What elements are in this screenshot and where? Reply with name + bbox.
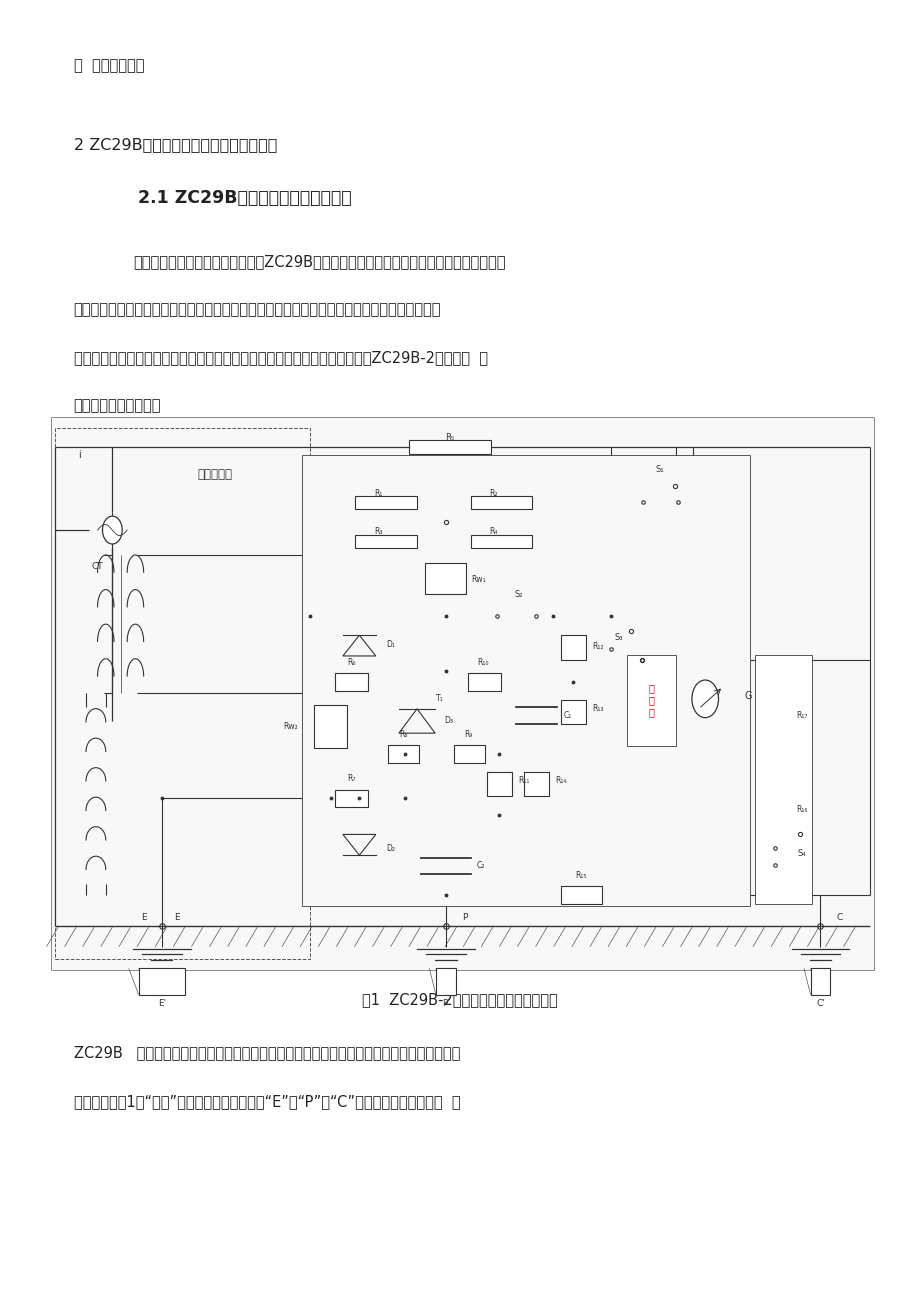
Text: E': E' xyxy=(157,999,165,1008)
Text: R₄: R₄ xyxy=(489,527,497,536)
Text: R₁₁: R₁₁ xyxy=(517,776,529,785)
Bar xyxy=(139,969,185,995)
Bar xyxy=(388,745,419,763)
Text: E: E xyxy=(141,913,146,922)
Text: P: P xyxy=(462,913,467,922)
Bar xyxy=(51,417,873,970)
Text: R₁₀: R₁₀ xyxy=(477,658,488,667)
Text: D₃: D₃ xyxy=(443,716,452,725)
Text: 作  提供了保障。: 作 提供了保障。 xyxy=(74,59,144,74)
Text: 检
流
计: 检 流 计 xyxy=(648,684,654,717)
Text: R₃: R₃ xyxy=(374,527,382,536)
Bar xyxy=(486,772,511,797)
Bar xyxy=(335,789,368,807)
Text: D₁: D₁ xyxy=(386,641,394,650)
Text: S₂: S₂ xyxy=(514,590,522,599)
Text: R₁₄: R₁₄ xyxy=(555,776,566,785)
Text: R₁₇: R₁₇ xyxy=(795,711,806,720)
Bar xyxy=(335,673,368,691)
Bar xyxy=(754,655,811,904)
Bar xyxy=(313,706,346,747)
Text: i: i xyxy=(78,450,81,461)
Text: T₁: T₁ xyxy=(436,694,443,703)
Text: C: C xyxy=(836,913,843,922)
Text: 手摇发电机、电流互感器、滑线电阵及检流计等组成，全部机构装在塑料壳内，外有皮壳便于携: 手摇发电机、电流互感器、滑线电阵及检流计等组成，全部机构装在塑料壳内，外有皮壳便… xyxy=(74,302,440,318)
Text: 带。附件有辅助探棒、导线等，装于附件袋内。为便于说明其工作原理，画出ZC29B-2型接地电  阵: 带。附件有辅助探棒、导线等，装于附件袋内。为便于说明其工作原理，画出ZC29B-… xyxy=(74,350,487,366)
Text: R₁: R₁ xyxy=(374,488,382,497)
Text: R₁₂: R₁₂ xyxy=(592,642,603,651)
Text: C₂: C₂ xyxy=(476,862,484,871)
Circle shape xyxy=(691,680,718,717)
Text: P': P' xyxy=(441,999,449,1008)
Bar xyxy=(301,456,750,906)
Text: ZC29B   型接地电阵表可测量理论接地电阵值，其测量方式可由如下的简化接地电阵测量模型: ZC29B 型接地电阵表可测量理论接地电阵值，其测量方式可由如下的简化接地电阵测… xyxy=(74,1046,459,1061)
Circle shape xyxy=(102,516,122,544)
Text: G: G xyxy=(743,691,751,700)
Bar xyxy=(561,700,585,724)
Text: S₄: S₄ xyxy=(796,849,805,858)
Bar xyxy=(561,887,602,904)
Text: 表的电器线路图如下。: 表的电器线路图如下。 xyxy=(74,398,161,414)
Text: R₅: R₅ xyxy=(445,432,454,441)
Text: S₁: S₁ xyxy=(655,465,664,474)
Bar xyxy=(758,694,791,737)
Text: C₁: C₁ xyxy=(563,711,572,720)
Bar xyxy=(627,655,675,746)
Text: R₁₆: R₁₆ xyxy=(795,805,806,814)
Text: C': C' xyxy=(815,999,824,1008)
Text: 电流互感器: 电流互感器 xyxy=(198,469,233,482)
Text: R₁₅: R₁₅ xyxy=(574,871,586,880)
Bar xyxy=(425,564,466,594)
Text: S₃: S₃ xyxy=(614,634,622,642)
Bar xyxy=(454,745,485,763)
Text: 2.1 ZC29B型接地电阵表的工作原理: 2.1 ZC29B型接地电阵表的工作原理 xyxy=(138,189,351,207)
Bar xyxy=(54,427,310,958)
Text: R₈: R₈ xyxy=(398,729,407,738)
Text: 2 ZC29B型接地电阵表的工作原理和调修: 2 ZC29B型接地电阵表的工作原理和调修 xyxy=(74,137,277,152)
Bar xyxy=(810,969,830,995)
Bar xyxy=(470,535,532,548)
Bar xyxy=(468,673,501,691)
Text: R₂: R₂ xyxy=(489,488,497,497)
Bar xyxy=(758,789,791,831)
Text: Rw₁: Rw₁ xyxy=(471,575,485,585)
Text: Rw₂: Rw₂ xyxy=(283,723,298,730)
Bar xyxy=(561,635,585,660)
Text: 图1  ZC29B-2型接地电阵表的电器线路图: 图1 ZC29B-2型接地电阵表的电器线路图 xyxy=(362,992,557,1008)
Bar xyxy=(355,496,416,509)
Bar xyxy=(408,440,491,454)
Text: R₇: R₇ xyxy=(346,773,355,783)
Text: R₁₃: R₁₃ xyxy=(592,704,603,713)
Bar xyxy=(470,496,532,509)
Text: CT: CT xyxy=(92,561,103,570)
Text: D₂: D₂ xyxy=(386,844,395,853)
Bar xyxy=(524,772,548,797)
Text: 接地电阵测试仪又称接地电阵表，ZC29B型接地电阵测试仪是目前使用量较大的一种，它由: 接地电阵测试仪又称接地电阵表，ZC29B型接地电阵测试仪是目前使用量较大的一种，… xyxy=(133,254,505,270)
Text: 解释，假设图1中“大地”的电阵率是常数，将以“E”、“P”和“C”三个端鈕相连接的接地  棒: 解释，假设图1中“大地”的电阵率是常数，将以“E”、“P”和“C”三个端鈕相连接… xyxy=(74,1094,459,1109)
Text: R₆: R₆ xyxy=(346,658,355,667)
Bar xyxy=(436,969,455,995)
Text: R₉: R₉ xyxy=(464,729,472,738)
Bar xyxy=(355,535,416,548)
Text: E: E xyxy=(174,913,179,922)
